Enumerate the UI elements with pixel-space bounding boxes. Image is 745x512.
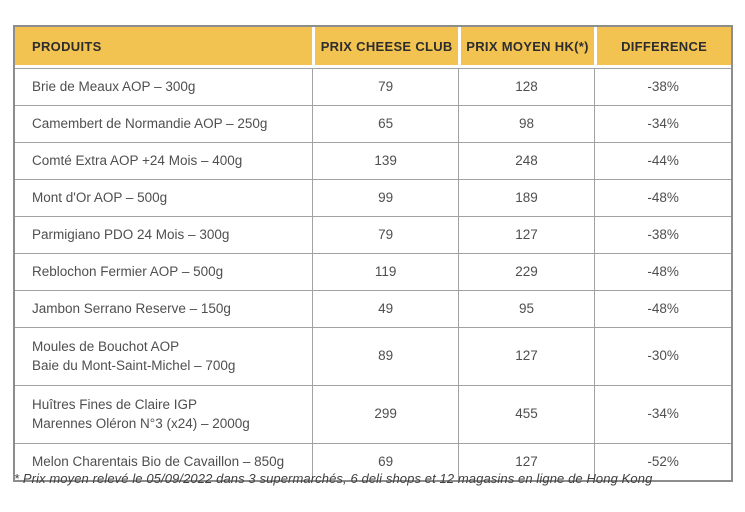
club-price-cell: 89: [312, 328, 457, 385]
table-body: Brie de Meaux AOP – 300g 79 128 -38% Cam…: [15, 68, 731, 480]
difference-cell: -48%: [594, 180, 731, 216]
table-row: Huîtres Fines de Claire IGP Marennes Olé…: [15, 385, 731, 443]
club-price-cell: 79: [312, 217, 457, 253]
price-survey-footnote: * Prix moyen relevé le 05/09/2022 dans 3…: [14, 471, 653, 486]
hk-price-cell: 127: [457, 444, 594, 480]
table-row: Reblochon Fermier AOP – 500g 119 229 -48…: [15, 253, 731, 290]
difference-cell: -38%: [594, 217, 731, 253]
product-cell: Jambon Serrano Reserve – 150g: [32, 300, 231, 316]
table-row: Brie de Meaux AOP – 300g 79 128 -38%: [15, 68, 731, 105]
price-comparison-table: PRODUITS PRIX CHEESE CLUB PRIX MOYEN HK(…: [13, 25, 733, 482]
header-prix-cheese-club: PRIX CHEESE CLUB: [312, 27, 458, 65]
product-cell: Huîtres Fines de Claire IGP Marennes Olé…: [32, 397, 250, 431]
table-row: Comté Extra AOP +24 Mois – 400g 139 248 …: [15, 142, 731, 179]
product-cell: Comté Extra AOP +24 Mois – 400g: [32, 152, 243, 168]
club-price-cell: 299: [312, 386, 457, 443]
product-cell: Moules de Bouchot AOP Baie du Mont-Saint…: [32, 339, 236, 373]
header-difference: DIFFERENCE: [594, 27, 731, 65]
hk-price-cell: 248: [457, 143, 594, 179]
hk-price-cell: 127: [457, 328, 594, 385]
club-price-cell: 49: [312, 291, 457, 327]
table-row: Moules de Bouchot AOP Baie du Mont-Saint…: [15, 327, 731, 385]
product-cell: Reblochon Fermier AOP – 500g: [32, 263, 224, 279]
table-row: Melon Charentais Bio de Cavaillon – 850g…: [15, 443, 731, 480]
club-price-cell: 65: [312, 106, 457, 142]
table-row: Camembert de Normandie AOP – 250g 65 98 …: [15, 105, 731, 142]
difference-cell: -34%: [594, 386, 731, 443]
hk-price-cell: 229: [457, 254, 594, 290]
product-cell: Brie de Meaux AOP – 300g: [32, 78, 196, 94]
hk-price-cell: 455: [457, 386, 594, 443]
difference-cell: -52%: [594, 444, 731, 480]
table-header-row: PRODUITS PRIX CHEESE CLUB PRIX MOYEN HK(…: [15, 27, 731, 68]
table-row: Mont d'Or AOP – 500g 99 189 -48%: [15, 179, 731, 216]
product-cell: Melon Charentais Bio de Cavaillon – 850g: [32, 453, 285, 469]
hk-price-cell: 128: [457, 69, 594, 105]
difference-cell: -44%: [594, 143, 731, 179]
hk-price-cell: 189: [457, 180, 594, 216]
hk-price-cell: 127: [457, 217, 594, 253]
header-produits: PRODUITS: [15, 27, 313, 65]
table-row: Jambon Serrano Reserve – 150g 49 95 -48%: [15, 290, 731, 327]
club-price-cell: 99: [312, 180, 457, 216]
hk-price-cell: 95: [457, 291, 594, 327]
hk-price-cell: 98: [457, 106, 594, 142]
difference-cell: -30%: [594, 328, 731, 385]
difference-cell: -34%: [594, 106, 731, 142]
product-cell: Mont d'Or AOP – 500g: [32, 189, 168, 205]
club-price-cell: 119: [312, 254, 457, 290]
club-price-cell: 139: [312, 143, 457, 179]
product-cell: Parmigiano PDO 24 Mois – 300g: [32, 226, 230, 242]
club-price-cell: 69: [312, 444, 457, 480]
difference-cell: -38%: [594, 69, 731, 105]
difference-cell: -48%: [594, 291, 731, 327]
club-price-cell: 79: [312, 69, 457, 105]
difference-cell: -48%: [594, 254, 731, 290]
header-prix-moyen-hk: PRIX MOYEN HK(*): [457, 27, 595, 65]
table-row: Parmigiano PDO 24 Mois – 300g 79 127 -38…: [15, 216, 731, 253]
product-cell: Camembert de Normandie AOP – 250g: [32, 115, 268, 131]
